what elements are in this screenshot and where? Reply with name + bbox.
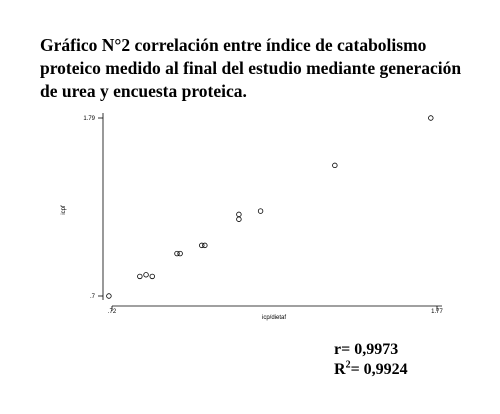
r2-number: = 0,9924 [350,361,408,378]
x-tick-label: .72 [108,309,117,315]
r2-superscript: 2 [345,359,351,371]
data-point [149,273,155,280]
data-point [236,211,242,218]
r2-value: R2= 0,9924 [334,360,408,380]
x-axis-label: icp/dietaf [262,315,286,321]
data-point [137,273,143,280]
data-point [177,250,183,257]
data-point [202,242,208,249]
data-point [428,115,434,121]
y-axis-label: icpf [61,205,67,215]
x-tick-label: 1.77 [431,309,443,315]
data-point [236,216,242,222]
data-point [174,250,180,257]
correlation-stats: r= 0,9973 R2= 0,9924 [334,340,408,380]
chart-title: Gráfico N°2 correlación entre índice de … [40,35,462,101]
data-point [332,162,338,169]
data-point [199,242,205,249]
y-tick-label: 1.79 [83,116,95,122]
y-tick-label: .7 [90,294,96,300]
y-ticks: .7 1.79 [83,116,103,300]
r-value: r= 0,9973 [334,341,399,358]
data-points [106,115,434,299]
data-point [143,272,149,278]
r2-prefix: R [334,361,346,378]
x-ticks: .72 1.77 [108,306,443,315]
data-point [257,208,264,214]
data-point [106,293,112,299]
